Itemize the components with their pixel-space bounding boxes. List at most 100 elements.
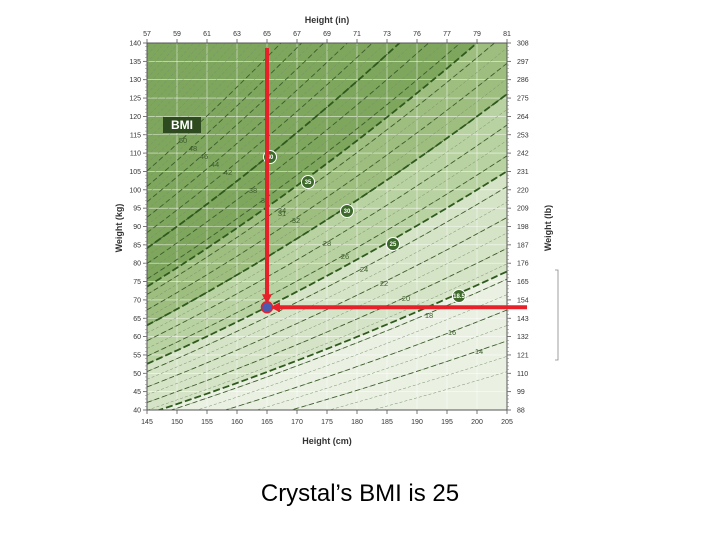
x-top-tick-label: 81 [503,31,511,38]
y-left-tick-label: 90 [133,224,141,231]
bmi-zone-value: 40 [267,155,274,161]
y-left-tick-label: 75 [133,279,141,286]
bmi-zone-marker: 30 [340,204,354,218]
bmi-zone-value: 18.5 [453,294,465,300]
y-right-tick-label: 176 [517,261,529,268]
y-right-tick-label: 308 [517,41,529,48]
bmi-curve [289,340,507,410]
bmi-curve-label: 44 [211,160,219,169]
y-left-tick-label: 105 [129,169,141,176]
x-bottom-tick-label: 155 [201,419,213,426]
bmi-zone-circle [386,237,400,251]
bmi-curve-label: 50 [179,136,187,145]
y-left-tick-label: 65 [133,316,141,323]
x-top-tick-label: 69 [323,31,331,38]
bmi-zone-boundary [156,270,507,410]
bmi-curve-minor [147,109,507,334]
x-top-tick-label: 67 [293,31,301,38]
bmi-curve-label: 32 [292,216,300,225]
bmi-curve-minor [147,263,507,410]
bmi-zone-value: 25 [390,242,397,248]
bmi-curve-minor [255,325,507,410]
x-top-tick-label: 59 [173,31,181,38]
y-right-tick-label: 242 [517,151,529,158]
y-left-tick-label: 130 [129,77,141,84]
bmi-curve-label: 42 [224,168,232,177]
y-right-tick-label: 231 [517,169,529,176]
x-bottom-tick-label: 180 [351,419,363,426]
y-left-tick-label: 60 [133,334,141,341]
bmi-curve [224,309,507,410]
bmi-curve [147,43,461,280]
x-bottom-tick-label: 150 [171,419,183,426]
bmi-curve-minor [147,43,415,257]
y-right-tick-label: 88 [517,408,525,415]
bmi-curve-minor [147,43,218,118]
bmi-curve [147,186,507,373]
bmi-curve [147,247,507,403]
bmi-curve-minor [147,47,507,303]
y-left-tick-label: 100 [129,187,141,194]
bmi-curve-label: 28 [323,239,331,248]
bmi-curve-minor [147,43,210,110]
bmi-curve-label: 38 [249,186,257,195]
y-right-tick-label: 198 [517,224,529,231]
y-right-tick-label: 286 [517,77,529,84]
bmi-curve [147,62,507,311]
y-left-tick-label: 115 [130,132,141,139]
y-left-tick-label: 125 [129,96,141,103]
bmi-curve-minor [147,43,360,226]
bmi-curve [147,43,496,295]
bmi-curve-label: 31 [278,209,286,218]
x-bottom-tick-label: 145 [141,419,153,426]
bmi-curve-minor [147,201,507,380]
y-right-tick-label: 187 [517,242,529,249]
bmi-curve-minor [147,140,507,349]
bmi-curve-minor [147,43,336,210]
x-bottom-tick-label: 205 [501,419,513,426]
y-right-tick-label: 275 [517,96,529,103]
bmi-curve-label: 26 [341,252,349,261]
bmi-zone-boundary [147,43,479,288]
x-top-tick-label: 76 [413,31,421,38]
marked-point [260,300,274,314]
caption: Crystal’s BMI is 25 [260,480,460,507]
bmi-zone-boundary [147,93,507,327]
bmi-zone-circle [452,289,466,303]
y-right-tick-label: 99 [517,389,525,396]
x-top-tick-label: 65 [263,31,271,38]
y-left-tick-label: 140 [129,41,141,48]
y-right-tick-label: 220 [517,187,529,194]
bmi-curve-minor [196,294,507,410]
bmi-zone-value: 30 [344,209,351,215]
y-right-tick-label: 209 [517,206,529,213]
y-left-tick-label: 50 [133,371,141,378]
bmi-curve-minor [147,43,387,241]
x-bottom-tick-label: 190 [411,419,423,426]
bmi-curve-label: 14 [475,347,483,356]
y-left-tick-label: 45 [133,389,141,396]
bmi-curve [147,43,282,172]
x-bottom-tick-label: 165 [261,419,273,426]
bmi-curve-label: 20 [402,294,410,303]
bmi-curve-minor [147,43,262,156]
bmi-badge: BMI [163,117,201,133]
top-axis-title: Height (in) [305,15,350,25]
bmi-curve-label: 48 [189,144,197,153]
bmi-curve-label: 46 [200,152,208,161]
bmi-curve-label: 22 [380,279,388,288]
x-bottom-tick-label: 160 [231,419,243,426]
bmi-zone-marker: 18.5 [452,289,466,303]
x-bottom-tick-label: 170 [291,419,303,426]
right-axis-title: Weight (lb) [543,205,553,251]
bmi-zone-marker: 25 [386,237,400,251]
bmi-curve [147,155,507,357]
y-left-tick-label: 80 [133,261,141,268]
y-right-tick-label: 253 [517,132,529,139]
left-axis-title: Weight (kg) [114,204,124,253]
x-bottom-tick-label: 175 [321,419,333,426]
bmi-curve-label: 16 [448,328,456,337]
x-top-tick-label: 73 [383,31,391,38]
x-bottom-tick-label: 200 [471,419,483,426]
